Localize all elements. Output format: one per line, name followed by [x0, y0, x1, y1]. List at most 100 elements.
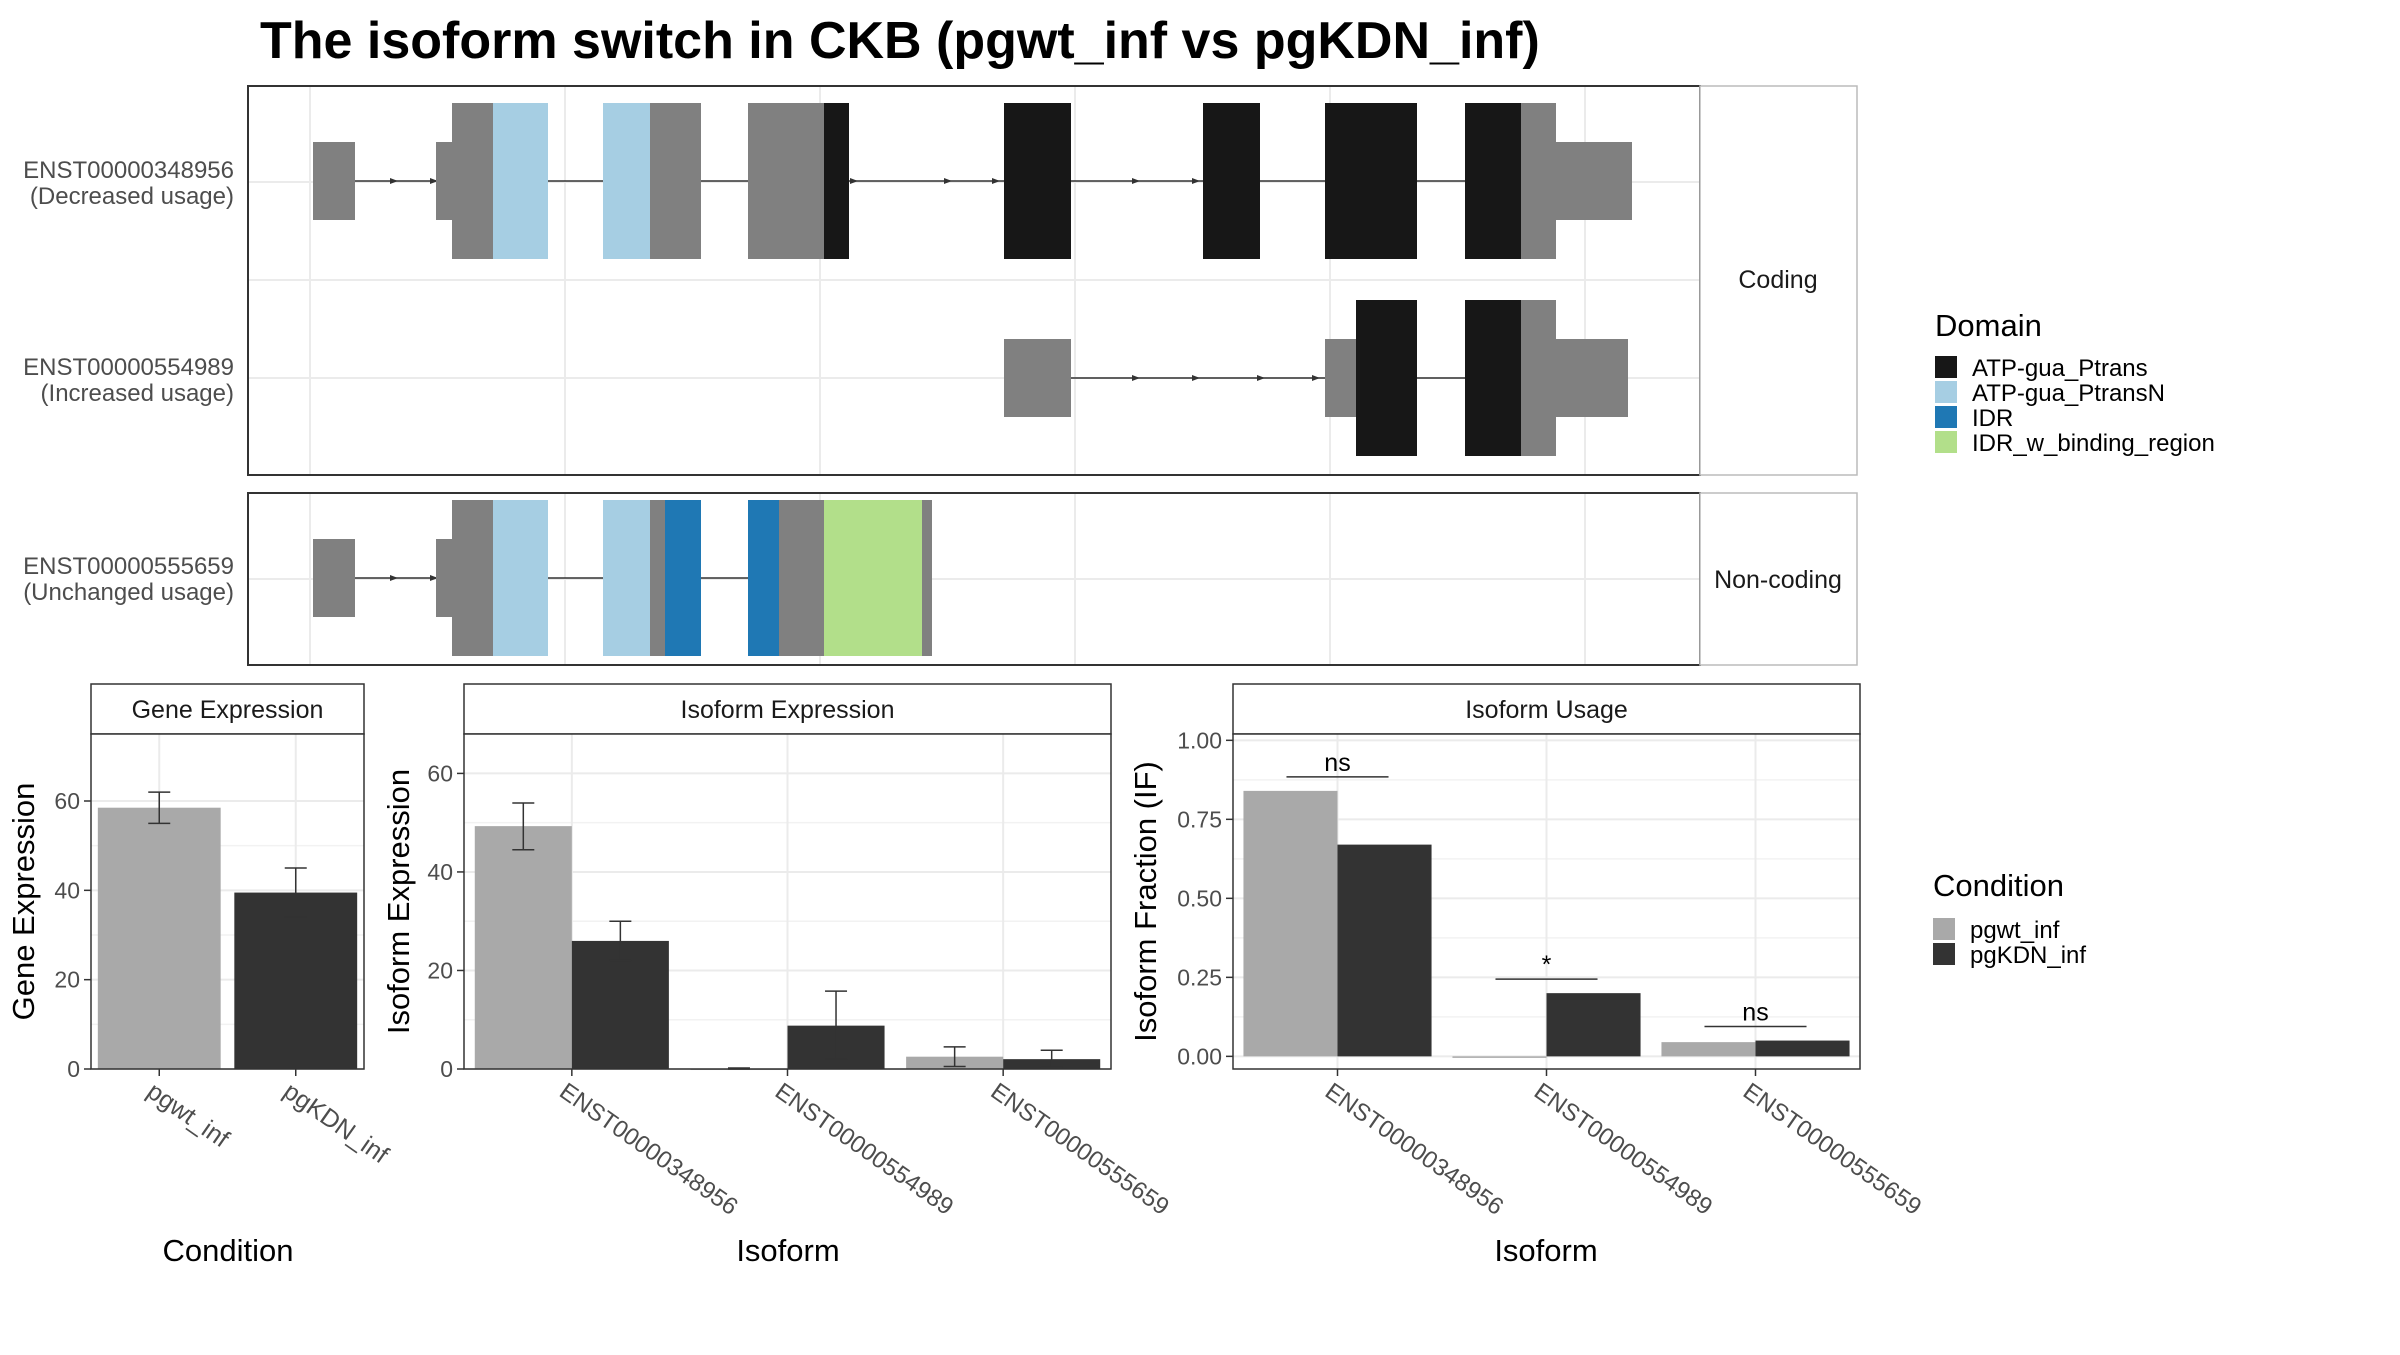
domain-block [748, 500, 779, 656]
legend-swatch [1935, 356, 1957, 378]
strand-arrow [390, 178, 398, 184]
isoform-label-id: ENST00000348956 [23, 157, 234, 184]
utr-block [922, 500, 932, 656]
domain-block [665, 500, 701, 656]
legend-swatch [1935, 381, 1957, 403]
strand-arrow [1192, 375, 1200, 381]
legend-swatch [1935, 406, 1957, 428]
x-tick-label: ENST00000555659 [1738, 1078, 1926, 1221]
domain-block [1203, 103, 1260, 259]
strand-arrow [1192, 178, 1200, 184]
bar [1661, 1042, 1756, 1057]
y-tick-label: 20 [427, 957, 453, 983]
legend-swatch [1933, 918, 1955, 940]
chart-title: Gene Expression [132, 696, 324, 724]
bar [1755, 1040, 1850, 1057]
x-axis-title: Isoform [1494, 1233, 1597, 1268]
isoform-expression-chart: Isoform Expression 0 20 40 60 ENST00000348956… [381, 683, 1174, 1268]
y-axis-title: Isoform Expression [381, 769, 416, 1034]
legend-label: pgwt_inf [1970, 917, 2060, 944]
strand-arrow [430, 575, 438, 581]
y-tick-label: 0 [440, 1056, 453, 1082]
x-tick-label: ENST00000348956 [1320, 1078, 1508, 1221]
utr-block [1556, 339, 1628, 417]
y-tick-label: 40 [54, 877, 80, 903]
domain-block [603, 500, 650, 656]
domain-legend-title: Domain [1935, 308, 2042, 343]
strand-arrow [390, 575, 398, 581]
y-tick-label: 20 [54, 967, 80, 993]
legend-label: IDR [1972, 405, 2013, 432]
significance-label: ns [1742, 999, 1768, 1027]
utr-block [779, 500, 824, 656]
legend-label: ATP-gua_PtransN [1972, 380, 2165, 407]
y-tick-label: 0.00 [1177, 1043, 1222, 1069]
y-tick-label: 0.25 [1177, 964, 1222, 990]
y-axis-title: Isoform Fraction (IF) [1128, 761, 1163, 1042]
domain-block [1356, 300, 1417, 456]
y-tick-label: 40 [427, 859, 453, 885]
domain-block [1465, 103, 1521, 259]
y-tick-label: 0 [67, 1056, 80, 1082]
domain-block [1004, 103, 1071, 259]
x-tick-label: ENST00000555659 [986, 1078, 1174, 1221]
utr-block [313, 539, 355, 617]
x-tick-label: ENST00000554989 [770, 1078, 958, 1221]
strand-arrow [850, 178, 858, 184]
utr-block [313, 142, 355, 220]
utr-block [436, 142, 452, 220]
x-tick-label: ENST00000348956 [554, 1078, 742, 1221]
bar [474, 826, 572, 1069]
utr-block [452, 103, 493, 259]
utr-block [748, 103, 824, 259]
x-tick-label: ENST00000554989 [1529, 1078, 1717, 1221]
isoform-label-usage: (Unchanged usage) [23, 579, 234, 606]
y-tick-label: 0.75 [1177, 806, 1222, 832]
noncoding-panel: Non-coding [247, 492, 1858, 666]
strand-arrow [1132, 375, 1140, 381]
legend-swatch [1935, 431, 1957, 453]
strand-arrow [430, 178, 438, 184]
x-axis-title: Isoform [736, 1233, 839, 1268]
chart-strip [463, 683, 1112, 735]
x-axis-title: Condition [163, 1233, 294, 1268]
chart-strip [1232, 683, 1861, 735]
plot-border [90, 733, 365, 1070]
strand-arrow [1312, 375, 1320, 381]
chart-title: Isoform Usage [1465, 696, 1628, 724]
bar [1452, 1056, 1547, 1058]
figure-title: The isoform switch in CKB (pgwt_inf vs p… [260, 12, 1540, 70]
isoform-usage-chart: Isoform Usage ns * ns 0.00 0.25 0.50 0.75 1.00 EN… [1128, 683, 1926, 1268]
y-tick-label: 60 [54, 788, 80, 814]
domain-block [824, 500, 922, 656]
strand-arrow [992, 178, 1000, 184]
utr-block [452, 500, 493, 656]
strip-noncoding: Non-coding [1714, 566, 1842, 594]
utr-block [1521, 300, 1556, 456]
chart-strip [90, 683, 365, 735]
isoform-label-id: ENST00000555659 [23, 553, 234, 580]
y-tick-label: 0.50 [1177, 885, 1222, 911]
domain-block [493, 500, 548, 656]
bar [97, 807, 221, 1069]
strip-coding: Coding [1738, 266, 1817, 294]
x-tick-label: pgKDN_inf [278, 1077, 393, 1169]
y-tick-label: 60 [427, 760, 453, 786]
domain-legend: Domain ATP-gua_Ptrans ATP-gua_PtransN ID… [1935, 308, 2215, 457]
domain-block [493, 103, 548, 259]
gene-expression-chart: Gene Expression 0 20 40 60 pgwt_inf pgKDN_inf G… [6, 683, 393, 1268]
legend-swatch [1933, 943, 1955, 965]
y-tick-label: 1.00 [1177, 727, 1222, 753]
domain-block [1465, 300, 1521, 456]
bar [571, 940, 669, 1069]
domain-block [824, 103, 849, 259]
chart-title: Isoform Expression [681, 696, 895, 724]
utr-block [650, 103, 701, 259]
x-tick-label: pgwt_inf [142, 1077, 234, 1153]
legend-label: ATP-gua_Ptrans [1972, 355, 2148, 382]
bar [1243, 790, 1338, 1057]
coding-panel: Coding [247, 85, 1858, 476]
y-axis-title: Gene Expression [6, 783, 41, 1021]
utr-block [1325, 339, 1356, 417]
